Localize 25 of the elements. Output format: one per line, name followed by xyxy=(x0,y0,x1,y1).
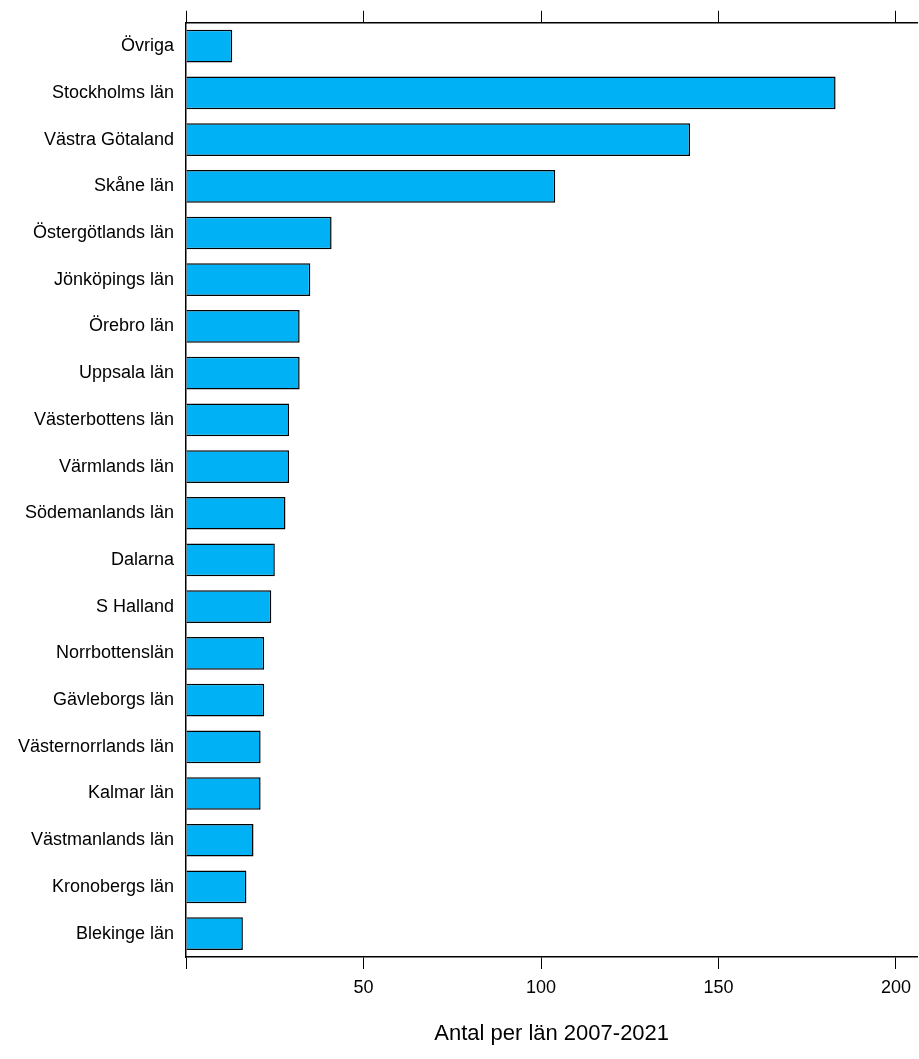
y-tick-label: Kronobergs län xyxy=(51,875,175,896)
y-tick-label: Östergötlands län xyxy=(32,221,175,242)
y-tick-label: Blekinge län xyxy=(76,922,175,943)
y-tick-label: Värmlands län xyxy=(59,455,175,476)
y-tick-label: Skåne län xyxy=(94,175,175,196)
x-tick-label: 100 xyxy=(525,976,557,997)
y-tick-label: Övriga xyxy=(121,35,176,56)
y-tick-label: Gävleborgs län xyxy=(53,689,175,710)
y-tick-label: Stockholms län xyxy=(52,81,175,102)
y-tick-label: Uppsala län xyxy=(79,362,175,383)
x-axis-title: Antal per län 2007-2021 xyxy=(434,1019,670,1045)
x-tick-label: 50 xyxy=(353,976,374,997)
y-tick-label: S Halland xyxy=(96,595,175,616)
x-tick-label: 150 xyxy=(703,976,734,997)
y-tick-label: Dalarna xyxy=(111,548,176,569)
y-tick-label: Västmanlands län xyxy=(30,829,175,850)
y-tick-label: Norrbottenslän xyxy=(56,642,175,663)
y-tick-label: Jönköpings län xyxy=(53,268,175,289)
y-tick-label: Västerbottens län xyxy=(33,408,175,429)
y-tick-label: Västernorrlands län xyxy=(17,735,175,756)
y-tick-label: Örebro län xyxy=(89,315,175,336)
x-tick-label: 200 xyxy=(880,976,911,997)
y-tick-label: Västra Götaland xyxy=(44,128,175,149)
y-tick-label: Södemanlands län xyxy=(24,502,175,523)
y-tick-label: Kalmar län xyxy=(88,782,175,803)
